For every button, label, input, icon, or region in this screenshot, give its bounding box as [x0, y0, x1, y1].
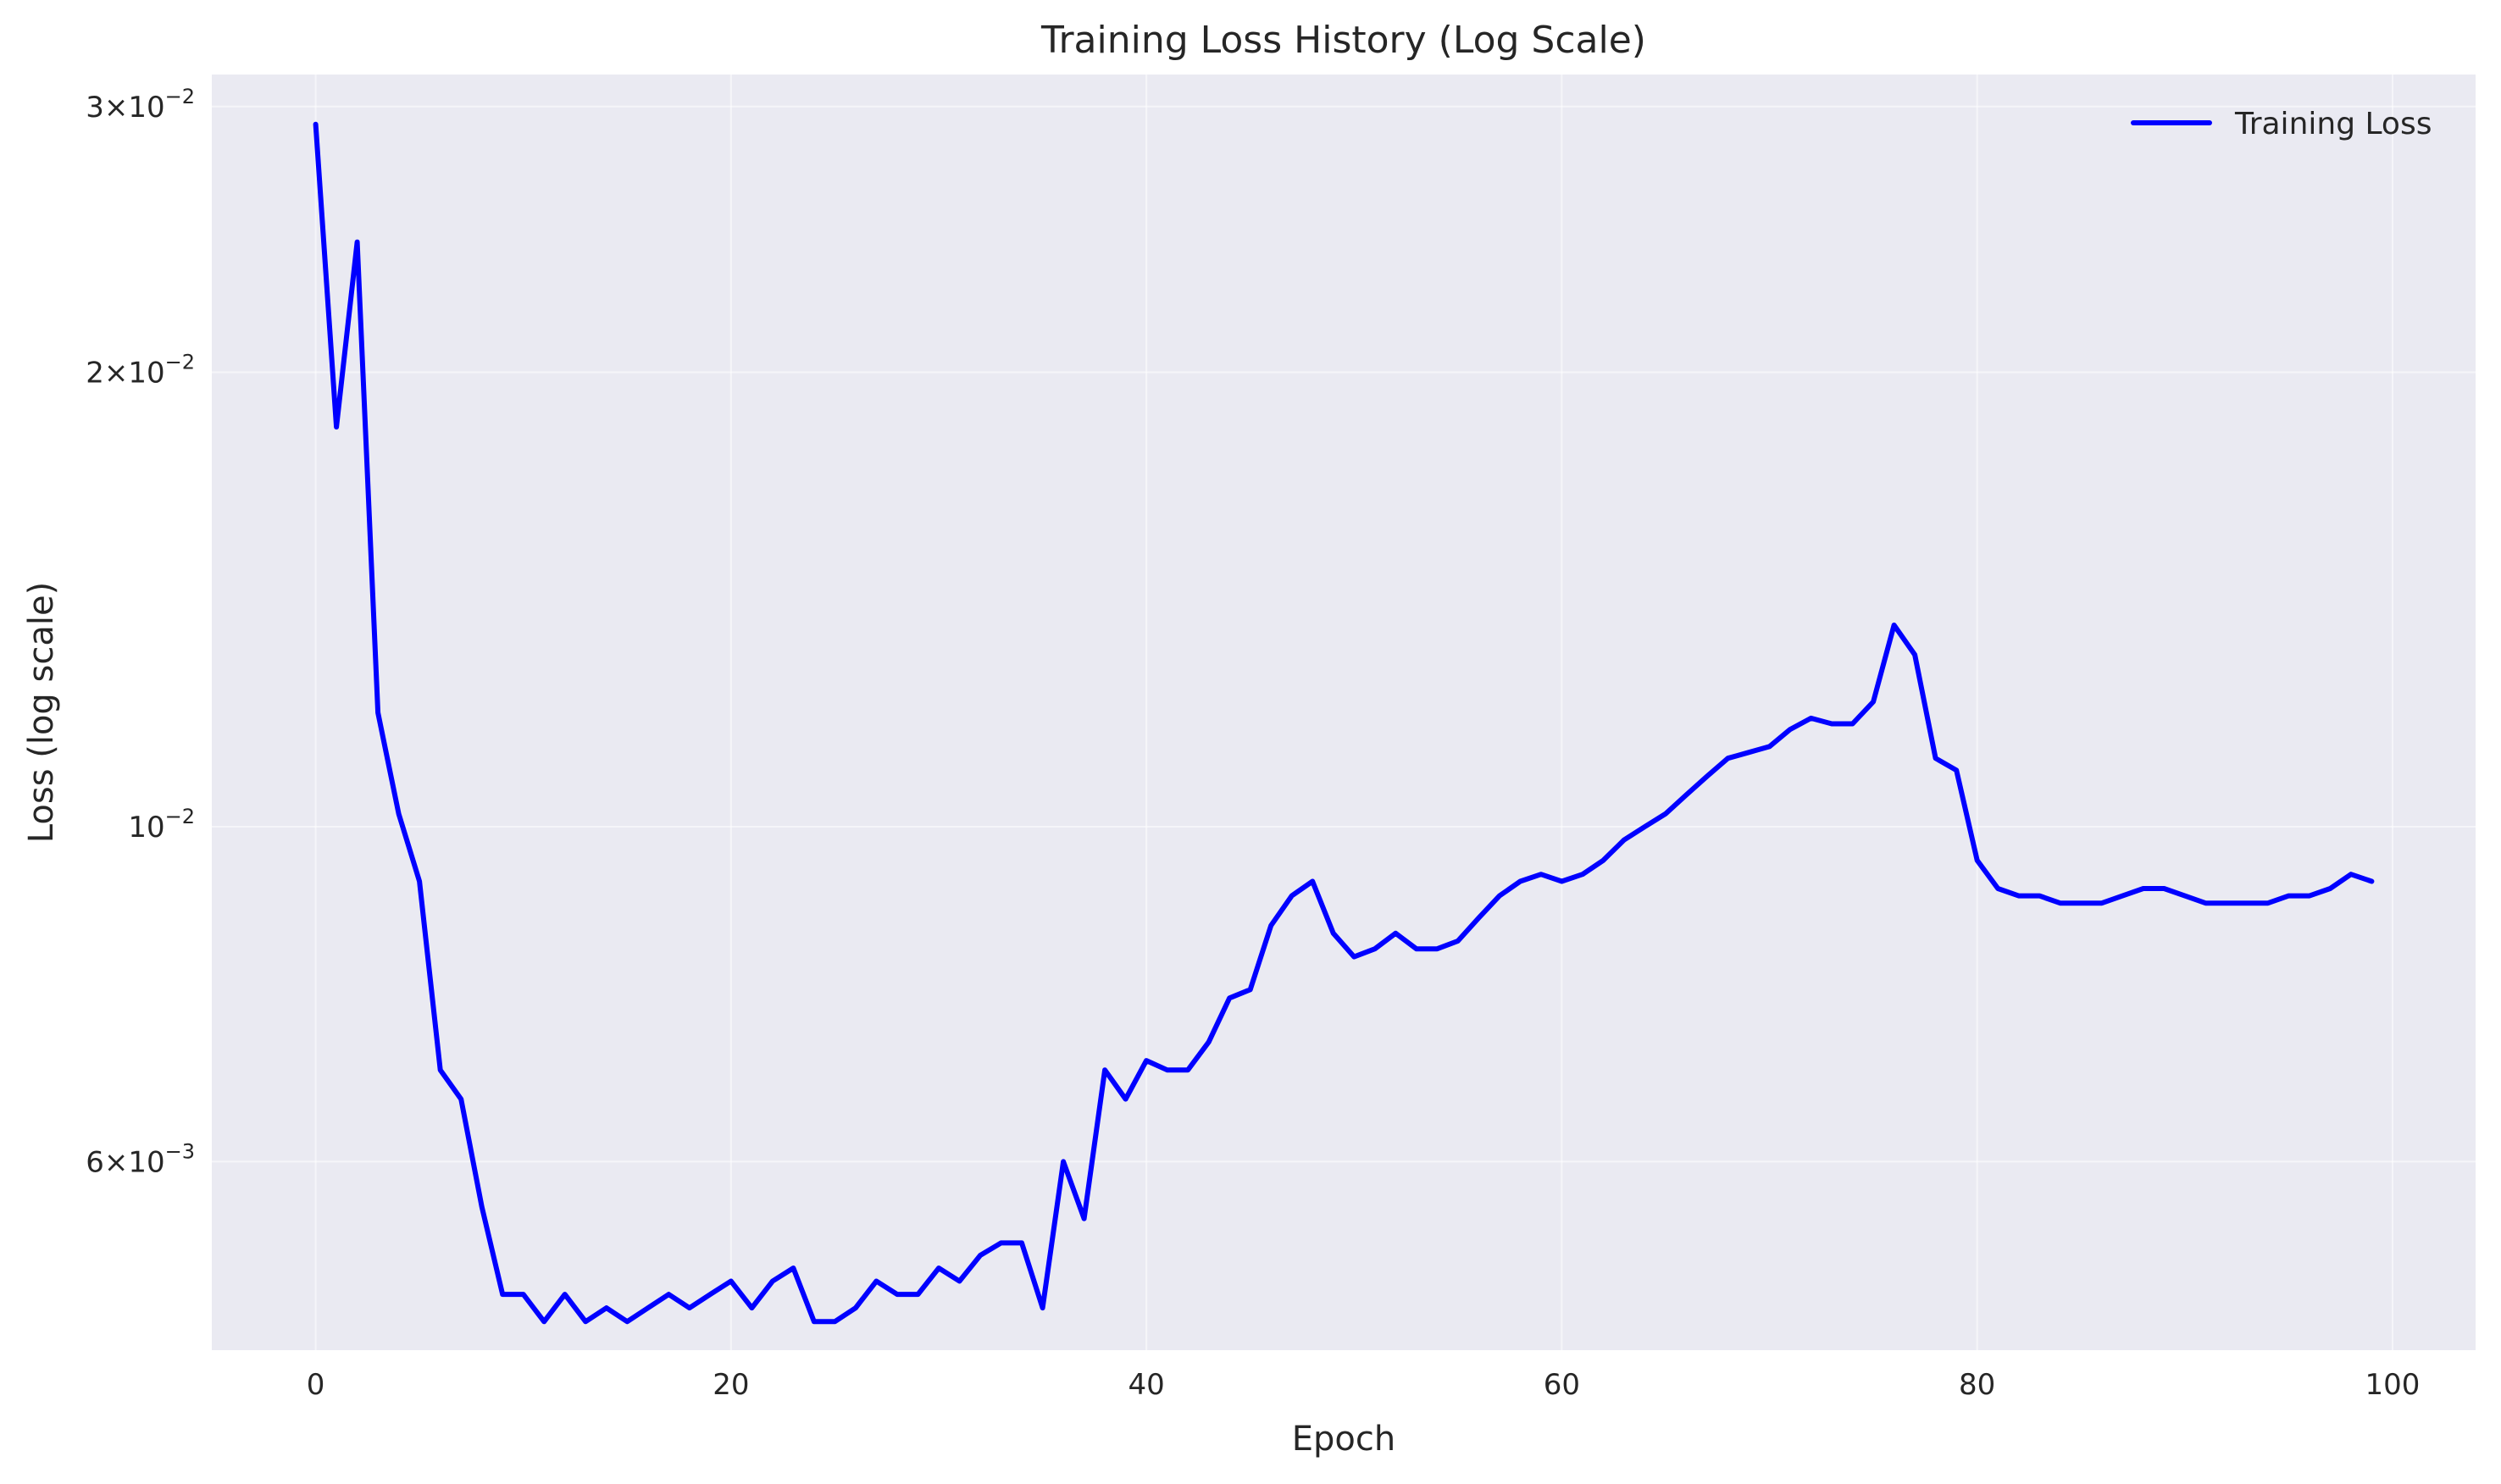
y-tick-label: 6×10−3 — [86, 1139, 195, 1179]
x-tick-label: 80 — [1959, 1368, 1995, 1402]
grid-lines — [212, 75, 2476, 1350]
y-tick-label: 2×10−2 — [86, 351, 195, 390]
x-axis-label: Epoch — [1292, 1420, 1395, 1459]
x-tick-label: 100 — [2365, 1368, 2420, 1402]
series-layer — [313, 121, 2375, 1325]
x-tick-label: 40 — [1128, 1368, 1164, 1402]
y-tick-label: 3×10−2 — [86, 85, 195, 125]
x-axis-ticks: 0 20 40 60 80 100 — [307, 1368, 2421, 1402]
x-tick-label: 20 — [713, 1368, 749, 1402]
series-line-training-loss — [313, 121, 2375, 1325]
y-axis-label: Loss (log scale) — [22, 582, 61, 843]
legend-label-training-loss: Training Loss — [2234, 107, 2432, 141]
y-tick-label: 10−2 — [128, 805, 195, 844]
chart-title: Training Loss History (Log Scale) — [1040, 19, 1646, 62]
legend: Training Loss — [2131, 107, 2432, 141]
plot-background — [212, 75, 2476, 1350]
y-axis-ticks: 6×10−3 10−2 2×10−2 3×10−2 — [86, 85, 195, 1180]
x-tick-label: 60 — [1544, 1368, 1580, 1402]
x-tick-label: 0 — [307, 1368, 325, 1402]
